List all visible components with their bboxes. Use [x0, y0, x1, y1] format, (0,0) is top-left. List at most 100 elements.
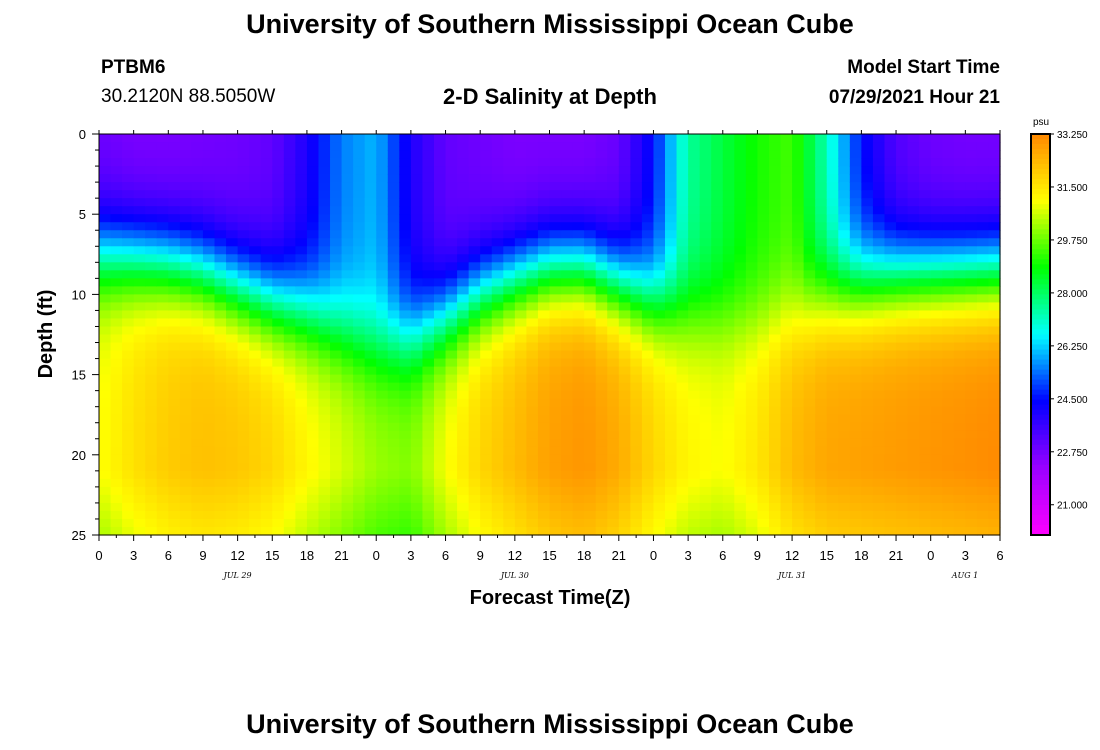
heatmap-cell [295, 502, 308, 512]
heatmap-cell [803, 230, 816, 239]
heatmap-cell [353, 382, 366, 392]
heatmap-cell [572, 462, 585, 472]
heatmap-cell [445, 374, 458, 384]
heatmap-cell [838, 318, 851, 328]
heatmap-cell [410, 206, 424, 215]
heatmap-cell [202, 422, 216, 432]
heatmap-cell [133, 334, 146, 344]
heatmap-cell [399, 510, 412, 520]
heatmap-cell [145, 358, 158, 368]
heatmap-cell [249, 238, 262, 247]
heatmap-cell [595, 470, 608, 480]
heatmap-cell [399, 254, 412, 263]
heatmap-cell [364, 190, 377, 199]
heatmap-cell [445, 270, 458, 279]
heatmap-cell [861, 374, 874, 384]
heatmap-cell [410, 278, 424, 287]
heatmap-cell [872, 382, 886, 392]
heatmap-cell [711, 430, 724, 440]
heatmap-cell [826, 446, 839, 456]
heatmap-cell [572, 134, 585, 143]
heatmap-cell [422, 190, 435, 199]
heatmap-cell [433, 486, 447, 496]
heatmap-cell [734, 494, 747, 504]
heatmap-cell [676, 446, 689, 456]
heatmap-cell [514, 150, 527, 159]
heatmap-cell [133, 182, 146, 191]
heatmap-cell [688, 294, 701, 304]
heatmap-cell [364, 198, 377, 207]
heatmap-cell [549, 518, 562, 528]
heatmap-cell [976, 486, 990, 496]
heatmap-cell [907, 278, 920, 287]
heatmap-cell [584, 326, 597, 336]
heatmap-cell [607, 526, 620, 536]
heatmap-cell [330, 206, 343, 215]
heatmap-cell [122, 302, 135, 312]
heatmap-cell [295, 286, 308, 295]
heatmap-cell [849, 262, 862, 271]
heatmap-cell [468, 502, 481, 512]
heatmap-cell [595, 454, 608, 464]
heatmap-cell [953, 318, 966, 328]
heatmap-cell [272, 222, 285, 231]
heatmap-cell [942, 142, 955, 151]
heatmap-cell [341, 166, 354, 175]
heatmap-cell [641, 406, 655, 416]
heatmap-cell [480, 214, 493, 223]
heatmap-cell [537, 358, 551, 368]
heatmap-cell [630, 294, 643, 304]
heatmap-cell [99, 302, 112, 312]
heatmap-cell [364, 422, 377, 432]
heatmap-cell [133, 302, 146, 312]
heatmap-cell [688, 510, 701, 520]
heatmap-cell [780, 470, 793, 480]
heatmap-cell [306, 206, 320, 215]
heatmap-cell [953, 198, 966, 207]
heatmap-cell [168, 150, 181, 159]
x-tick-label: 0 [927, 548, 934, 563]
heatmap-cell [965, 150, 978, 159]
heatmap-cell [295, 374, 308, 384]
heatmap-cell [815, 414, 828, 424]
heatmap-cell [780, 302, 793, 312]
heatmap-cell [260, 374, 273, 384]
colorbar-segment [1031, 219, 1050, 225]
heatmap-cell [595, 398, 608, 408]
heatmap-cell [896, 238, 909, 247]
heatmap-cell [699, 206, 712, 215]
heatmap-cell [688, 454, 701, 464]
heatmap-cell [653, 278, 666, 287]
heatmap-cell [526, 398, 539, 408]
heatmap-cell [942, 342, 955, 352]
heatmap-cell [618, 470, 631, 480]
heatmap-cell [353, 182, 366, 191]
heatmap-cell [838, 518, 851, 528]
heatmap-cell [226, 518, 239, 528]
heatmap-cell [306, 326, 320, 336]
heatmap-cell [214, 390, 227, 400]
heatmap-cell [965, 374, 978, 384]
heatmap-cell [861, 502, 874, 512]
heatmap-cell [433, 390, 447, 400]
heatmap-cell [665, 142, 678, 151]
heatmap-cell [341, 462, 354, 472]
heatmap-cell [930, 374, 943, 384]
heatmap-cell [826, 390, 839, 400]
heatmap-cell [468, 390, 481, 400]
heatmap-cell [526, 462, 539, 472]
heatmap-cell [168, 494, 181, 504]
heatmap-cell [722, 262, 735, 271]
heatmap-cell [260, 150, 273, 159]
heatmap-cell [272, 134, 285, 143]
heatmap-cell [896, 366, 909, 376]
heatmap-cell [480, 150, 493, 159]
heatmap-cell [514, 446, 527, 456]
heatmap-cell [618, 150, 631, 159]
heatmap-cell [260, 238, 273, 247]
heatmap-cell [676, 310, 689, 320]
heatmap-cell [387, 398, 400, 408]
heatmap-cell [145, 526, 158, 536]
heatmap-cell [514, 318, 527, 328]
heatmap-cell [387, 454, 400, 464]
